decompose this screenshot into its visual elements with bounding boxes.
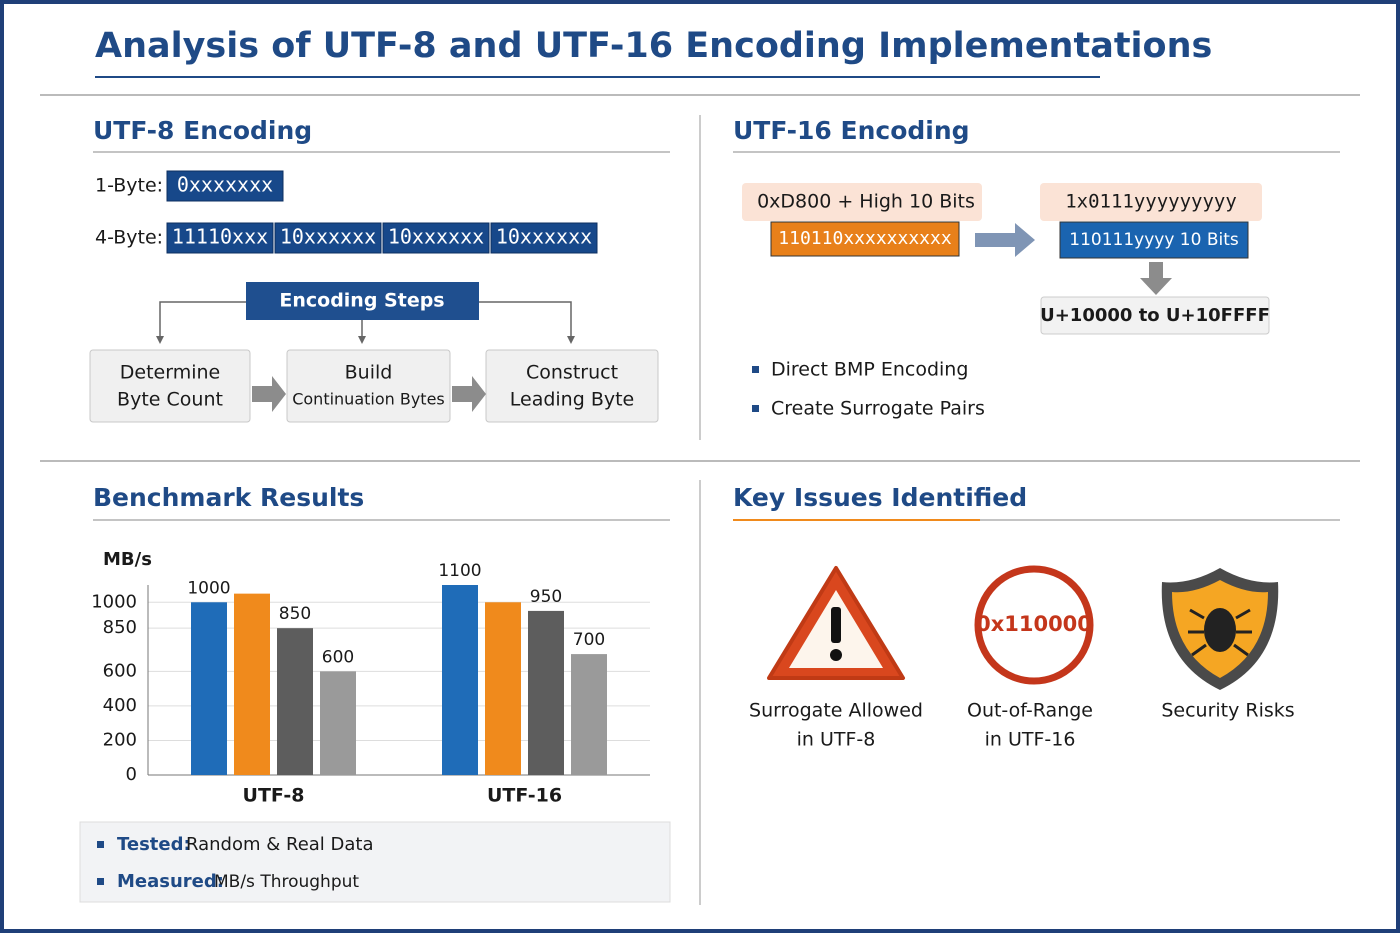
byte-text: 10xxxxxx xyxy=(388,225,484,249)
range-box xyxy=(1040,296,1270,335)
bits-box xyxy=(770,221,960,257)
data-label: 850 xyxy=(279,604,311,624)
data-label: 1000 xyxy=(187,578,230,598)
steps-title-box xyxy=(246,282,479,320)
row-label: 1-Byte: xyxy=(95,175,163,197)
issue-label: Security Risks xyxy=(1161,700,1294,722)
arrow xyxy=(1140,262,1172,295)
byte-text: 10xxxxxx xyxy=(280,225,376,249)
bullet xyxy=(752,405,759,412)
bar xyxy=(571,654,607,775)
y-tick-label: 1000 xyxy=(91,591,137,612)
badge-circle xyxy=(974,565,1094,685)
bullet xyxy=(97,878,104,885)
issue-labels: Surrogate Allowed in UTF-8 Out-of-Range in … xyxy=(749,700,1295,751)
step-text: Continuation Bytes xyxy=(292,390,445,409)
byte-rows: 1-Byte: 0xxxxxxx 4-Byte: 11110xxx 10xxxxxx 10… xyxy=(95,170,598,254)
issue-label: in UTF-16 xyxy=(985,729,1076,751)
issue-label: Out-of-Range xyxy=(967,700,1093,722)
notes-box xyxy=(79,821,671,903)
bar xyxy=(485,602,521,775)
high-bits: 110110xxxxxxxxxx xyxy=(778,228,952,249)
section-heading: UTF-8 Encoding xyxy=(93,116,312,145)
data-label: 700 xyxy=(573,630,605,650)
y-tick-label: 400 xyxy=(103,695,137,716)
y-tick-label: 850 xyxy=(103,617,137,638)
y-axis-label: MB/s xyxy=(103,549,152,570)
y-tick-label: 200 xyxy=(103,729,137,750)
high-label: 0xD800 + High 10 Bits xyxy=(757,191,975,213)
label-box xyxy=(742,183,982,221)
range: U+10000 to U+10FFFF xyxy=(1040,305,1270,326)
issue-label: in UTF-8 xyxy=(797,729,876,751)
data-label: 1100 xyxy=(438,561,481,581)
note-text: Random & Real Data xyxy=(186,834,374,855)
y-tick-label: 0 xyxy=(126,764,137,785)
data-label: 950 xyxy=(530,587,562,607)
steps: Determine Byte Count Build Continuation Byt… xyxy=(89,349,659,423)
section-heading: Benchmark Results xyxy=(93,483,364,512)
bullet-text: Direct BMP Encoding xyxy=(771,359,968,381)
x-tick-label: UTF-16 xyxy=(487,785,562,807)
bullet xyxy=(97,841,104,848)
section-heading: UTF-16 Encoding xyxy=(733,116,970,145)
bar-chart: 0 200 400 600 850 1000 UTF-8 1000 850 600 UTF-16 11… xyxy=(91,561,650,807)
note-key: Measured: xyxy=(117,871,224,892)
bug-legs xyxy=(1188,608,1252,657)
byte-box xyxy=(166,170,284,202)
step-box xyxy=(286,349,451,423)
arrow xyxy=(975,223,1035,257)
byte-box xyxy=(166,222,274,254)
bar xyxy=(277,628,313,775)
step-text: Leading Byte xyxy=(510,389,634,411)
warning-mark xyxy=(831,607,841,643)
bar xyxy=(234,593,270,775)
bug-icon xyxy=(1204,608,1236,652)
step-text: Determine xyxy=(120,362,220,384)
note-text: MB/s Throughput xyxy=(214,872,359,892)
byte-box xyxy=(382,222,490,254)
y-tick-label: 600 xyxy=(103,660,137,681)
data-label: 600 xyxy=(322,647,354,667)
badge-text: 0x110000 xyxy=(976,612,1092,636)
byte-text: 0xxxxxxx xyxy=(177,173,273,197)
warning-mark xyxy=(830,649,842,661)
bullet xyxy=(752,366,759,373)
bar xyxy=(528,610,564,775)
step-text: Build xyxy=(345,362,393,384)
bar xyxy=(320,671,356,775)
bar xyxy=(442,585,478,775)
step-text: Construct xyxy=(526,362,618,384)
row-label: 4-Byte: xyxy=(95,227,163,249)
byte-text: 10xxxxxx xyxy=(496,225,592,249)
low-label: 1x0111yyyyyyyyy xyxy=(1065,191,1237,213)
byte-box xyxy=(274,222,382,254)
page-title: Analysis of UTF-8 and UTF-16 Encoding Im… xyxy=(95,26,1212,66)
byte-text: 11110xxx xyxy=(172,225,268,249)
low-bits: 110111yyyy 10 Bits xyxy=(1069,230,1239,250)
bullet-text: Create Surrogate Pairs xyxy=(771,398,985,420)
step-text: Byte Count xyxy=(117,389,223,411)
step-box xyxy=(89,349,251,423)
bar xyxy=(191,602,227,775)
label-box xyxy=(1040,183,1262,221)
x-tick-label: UTF-8 xyxy=(243,785,305,807)
bits-box xyxy=(1059,221,1249,259)
section-heading: Key Issues Identified xyxy=(733,483,1027,512)
note-key: Tested: xyxy=(117,834,191,855)
step-box xyxy=(485,349,659,423)
steps-title: Encoding Steps xyxy=(279,290,444,312)
issue-label: Surrogate Allowed xyxy=(749,700,923,722)
byte-box xyxy=(490,222,598,254)
